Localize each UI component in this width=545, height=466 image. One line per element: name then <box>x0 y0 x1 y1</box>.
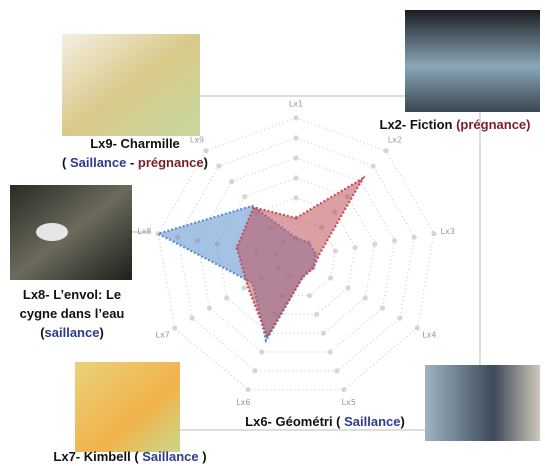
grid-dot <box>245 386 251 393</box>
sketch-image <box>75 362 180 452</box>
grid-dot <box>252 368 258 374</box>
annotations: Lx9- Charmille( Saillance - prégnance)Lx… <box>20 117 531 464</box>
annotation: ( Saillance - prégnance) <box>62 155 208 170</box>
grid-dot <box>327 349 333 355</box>
axis-label: Lx7 <box>155 331 169 340</box>
grid-dot <box>293 195 299 201</box>
grid-dot <box>172 325 178 331</box>
grid-dot <box>328 275 334 281</box>
grid-dot <box>189 315 195 321</box>
grid-dot <box>397 315 403 321</box>
annotation-part: Lx2- Fiction <box>380 117 457 132</box>
annotation-part: (prégnance) <box>456 117 530 132</box>
grid-dot <box>293 135 299 141</box>
grid-dot <box>206 305 212 311</box>
grid-dot <box>313 311 320 317</box>
grid-dot <box>293 115 299 121</box>
annotation: Lx7- Kimbell ( Saillance ) <box>53 449 206 464</box>
annotation: (saillance) <box>40 325 104 340</box>
photo-image <box>425 365 540 441</box>
annotation: Lx9- Charmille <box>90 136 180 151</box>
grid-dot <box>307 292 313 299</box>
grid-dot <box>383 148 389 154</box>
annotation-part: Lx8- L’envol: Le <box>23 287 121 302</box>
annotation-part: cygne dans l’eau <box>20 306 125 321</box>
grid-dot <box>352 244 358 251</box>
annotation-part: Lx6- Géométri ( <box>245 414 344 429</box>
axis-label: Lx4 <box>422 331 436 340</box>
photo-image <box>405 10 540 112</box>
swan <box>36 223 68 241</box>
grid-dot <box>293 175 299 181</box>
annotation: Lx2- Fiction (prégnance) <box>380 117 531 132</box>
grid-dot <box>203 148 209 154</box>
photo-image <box>10 185 132 280</box>
annotation-part: Saillance <box>344 414 400 429</box>
annotation: Lx6- Géométri ( Saillance) <box>245 414 405 429</box>
grid-dot <box>216 163 222 169</box>
annotation-part: Lx9- Charmille <box>90 136 180 151</box>
radar: Lx1 Lx2 Lx3 Lx4 Lx5 Lx6 Lx7 Lx8 Lx9 <box>137 100 455 408</box>
annotation-part: Lx7- Kimbell ( <box>53 449 142 464</box>
grid-dot <box>334 368 340 374</box>
annotation-part: Saillance <box>70 155 126 170</box>
grid-dot <box>391 238 398 244</box>
annotation-part: ) <box>401 414 405 429</box>
grid-dot <box>380 305 386 311</box>
series-area <box>235 175 366 340</box>
grid-dot <box>259 349 265 355</box>
annotation-part: ) <box>99 325 103 340</box>
axis-label: Lx5 <box>342 398 356 407</box>
grid-dot <box>320 330 326 336</box>
grid-ring <box>236 197 356 315</box>
grid-dot <box>332 248 338 254</box>
grid-dot <box>372 241 378 247</box>
annotation: Lx8- L’envol: Le <box>23 287 121 302</box>
annotation: cygne dans l’eau <box>20 306 125 321</box>
grid-dot <box>241 285 247 291</box>
axis-label: Lx8 <box>137 227 151 236</box>
annotation-part: ) <box>204 155 208 170</box>
sketch-image <box>62 34 200 136</box>
connectors <box>132 95 481 431</box>
annotation-part: ) <box>199 449 207 464</box>
grid-dot <box>345 285 351 291</box>
axis-label: Lx3 <box>441 227 455 236</box>
axis-label: Lx6 <box>236 398 250 407</box>
axis-label: Lx1 <box>289 100 303 109</box>
grid-dot <box>431 231 437 237</box>
grid-dot <box>414 325 420 331</box>
grid-dot <box>241 194 248 200</box>
axis-label: Lx2 <box>388 136 402 145</box>
grid-dot <box>224 295 230 301</box>
annotation-part: Saillance <box>142 449 198 464</box>
annotation-part: ( <box>62 155 70 170</box>
annotation-part: saillance <box>45 325 100 340</box>
annotation-part: prégnance <box>138 155 204 170</box>
grid-dot <box>362 295 368 301</box>
grid-dot <box>229 178 235 184</box>
grid-dot <box>293 155 299 161</box>
annotation-part: ( <box>40 325 45 340</box>
axis-label: Lx9 <box>190 136 204 145</box>
grid-dot <box>370 163 376 169</box>
grid-dot <box>341 386 347 393</box>
annotation-part: - <box>126 155 138 170</box>
grid-dot <box>411 234 417 240</box>
